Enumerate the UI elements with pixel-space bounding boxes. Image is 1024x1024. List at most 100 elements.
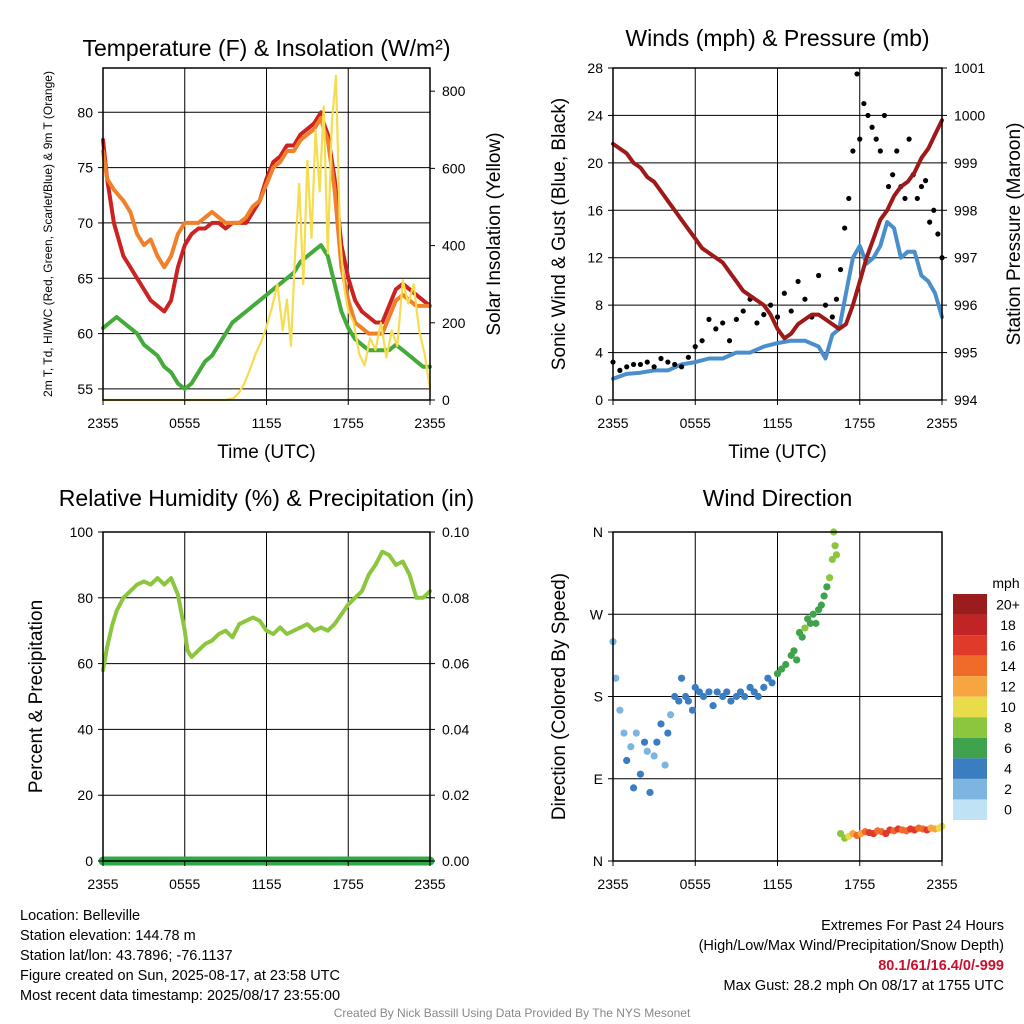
direction-point bbox=[632, 729, 640, 737]
created-text: Figure created on Sun, 2025-08-17, at 23… bbox=[20, 968, 340, 984]
gust-point bbox=[931, 207, 937, 213]
gust-point bbox=[658, 355, 664, 362]
gust-point bbox=[822, 302, 829, 308]
direction-point bbox=[782, 660, 790, 669]
direction-point bbox=[623, 756, 631, 765]
gust-point bbox=[922, 178, 929, 184]
direction-point bbox=[691, 683, 699, 691]
gust-point bbox=[861, 100, 867, 107]
gust-point bbox=[816, 272, 822, 279]
gust-point bbox=[802, 296, 808, 302]
direction-point bbox=[650, 752, 658, 760]
y2-tick-label: 0.08 bbox=[442, 590, 469, 606]
gust-point bbox=[706, 316, 712, 322]
extremes-values: 80.1/61/16.4/0/-999 bbox=[878, 958, 1004, 974]
latlon-text: Station lat/lon: 43.7896; -76.1137 bbox=[20, 948, 233, 964]
extremes-legend: (High/Low/Max Wind/Precipitation/Snow De… bbox=[698, 938, 1004, 954]
direction-point bbox=[736, 688, 745, 696]
gust-point bbox=[873, 136, 879, 142]
direction-point bbox=[790, 647, 798, 655]
gust-point bbox=[877, 148, 883, 154]
colorbar-swatch bbox=[953, 737, 987, 759]
y-tick-label: 0 bbox=[595, 392, 603, 408]
gust-point bbox=[890, 172, 896, 178]
y2-tick-label: 1000 bbox=[954, 107, 985, 123]
direction-point bbox=[713, 688, 721, 696]
y-tick-label: 60 bbox=[77, 656, 93, 672]
x-tick-label: 1155 bbox=[762, 415, 792, 431]
direction-point bbox=[732, 692, 740, 701]
direction-point bbox=[699, 692, 708, 701]
direction-point bbox=[640, 738, 649, 746]
x-tick-label: 2355 bbox=[597, 415, 628, 431]
y-tick-label: 20 bbox=[77, 787, 93, 803]
gust-point bbox=[902, 195, 908, 202]
gust-point bbox=[846, 195, 852, 202]
direction-point bbox=[823, 583, 831, 591]
gust-point bbox=[754, 320, 760, 326]
gust-point bbox=[865, 112, 871, 119]
y-tick-label: 40 bbox=[77, 721, 93, 737]
colorbar-label: 0 bbox=[1004, 802, 1012, 818]
gust-point bbox=[833, 296, 840, 302]
y2-axis-label: Station Pressure (Maroon) bbox=[1004, 123, 1024, 346]
direction-point bbox=[806, 619, 815, 627]
chart-title: Winds (mph) & Pressure (mb) bbox=[625, 25, 929, 51]
direction-point bbox=[719, 692, 727, 701]
y-tick-label: 4 bbox=[595, 345, 603, 361]
colorbar-swatch bbox=[953, 655, 987, 677]
y2-tick-label: 994 bbox=[954, 392, 978, 408]
colorbar-label: 8 bbox=[1004, 720, 1012, 736]
gust-point bbox=[630, 361, 637, 368]
extremes-info: Extremes For Past 24 Hours (High/Low/Max… bbox=[699, 916, 1004, 996]
gust-point bbox=[644, 359, 650, 365]
y-tick-label: 60 bbox=[77, 326, 93, 342]
y-tick-label: 75 bbox=[77, 160, 93, 176]
direction-point bbox=[709, 702, 717, 710]
y2-tick-label: 1001 bbox=[954, 60, 985, 76]
gust-point bbox=[637, 361, 644, 368]
x-tick-label: 1755 bbox=[333, 415, 364, 431]
wind-line bbox=[611, 220, 944, 381]
y2-tick-label: 200 bbox=[442, 315, 466, 331]
colorbar-label: 18 bbox=[1000, 617, 1016, 633]
direction-point bbox=[760, 683, 768, 691]
chart-title: Temperature (F) & Insolation (W/m²) bbox=[82, 35, 450, 61]
direction-point bbox=[817, 601, 825, 609]
direction-point bbox=[798, 633, 806, 641]
direction-point bbox=[754, 692, 762, 701]
rh-line bbox=[101, 549, 432, 673]
gust-point bbox=[829, 314, 835, 320]
y-tick-label: S bbox=[594, 689, 603, 705]
gust-point bbox=[894, 148, 900, 154]
direction-point bbox=[620, 729, 628, 737]
x-tick-label: 0555 bbox=[680, 415, 711, 431]
colorbar-label: 6 bbox=[1004, 740, 1012, 756]
gust-point bbox=[857, 136, 863, 142]
direction-point bbox=[820, 592, 828, 600]
pressure-line bbox=[611, 118, 944, 341]
y-tick-label: 80 bbox=[77, 104, 93, 120]
direction-point bbox=[741, 692, 749, 701]
gust-point bbox=[720, 320, 726, 326]
credit-text: Created By Nick Bassill Using Data Provi… bbox=[333, 1006, 691, 1020]
y2-tick-label: 0.10 bbox=[442, 524, 469, 540]
gust-point bbox=[651, 364, 657, 370]
colorbar-label: 10 bbox=[1000, 699, 1016, 715]
extremes-heading: Extremes For Past 24 Hours bbox=[821, 918, 1004, 934]
y-tick-label: 100 bbox=[70, 524, 94, 540]
colorbar-label: 16 bbox=[1000, 637, 1016, 653]
x-tick-label: 2355 bbox=[597, 876, 628, 892]
direction-point bbox=[688, 706, 697, 714]
y-tick-label: W bbox=[590, 606, 604, 622]
x-tick-label: 1155 bbox=[762, 876, 792, 892]
y2-tick-label: 995 bbox=[954, 345, 978, 361]
direction-point bbox=[768, 679, 776, 687]
x-axis-label: Time (UTC) bbox=[728, 442, 827, 463]
gust-point bbox=[935, 231, 941, 237]
direction-point bbox=[825, 574, 834, 582]
direction-point bbox=[828, 555, 836, 564]
y2-axis-label: Solar Insolation (Yellow) bbox=[484, 132, 505, 335]
x-tick-label: 2355 bbox=[87, 876, 118, 892]
y-tick-label: 24 bbox=[587, 107, 603, 123]
